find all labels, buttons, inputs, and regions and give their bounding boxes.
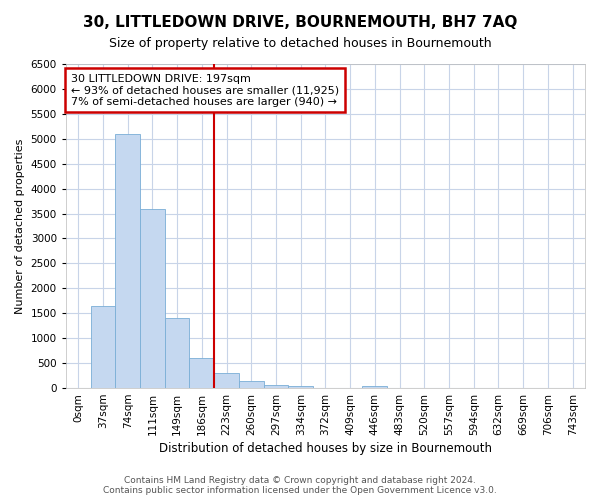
Bar — [214, 373, 239, 388]
Text: Size of property relative to detached houses in Bournemouth: Size of property relative to detached ho… — [109, 38, 491, 51]
Bar — [289, 386, 313, 388]
Bar — [362, 386, 387, 388]
Bar — [239, 381, 263, 388]
Bar — [140, 208, 165, 388]
Text: 30, LITTLEDOWN DRIVE, BOURNEMOUTH, BH7 7AQ: 30, LITTLEDOWN DRIVE, BOURNEMOUTH, BH7 7… — [83, 15, 517, 30]
Bar — [190, 358, 214, 388]
Text: 30 LITTLEDOWN DRIVE: 197sqm
← 93% of detached houses are smaller (11,925)
7% of : 30 LITTLEDOWN DRIVE: 197sqm ← 93% of det… — [71, 74, 339, 107]
Bar — [115, 134, 140, 388]
Bar — [91, 306, 115, 388]
Text: Contains HM Land Registry data © Crown copyright and database right 2024.
Contai: Contains HM Land Registry data © Crown c… — [103, 476, 497, 495]
Y-axis label: Number of detached properties: Number of detached properties — [15, 138, 25, 314]
Bar — [165, 318, 190, 388]
Bar — [263, 385, 289, 388]
X-axis label: Distribution of detached houses by size in Bournemouth: Distribution of detached houses by size … — [159, 442, 492, 455]
